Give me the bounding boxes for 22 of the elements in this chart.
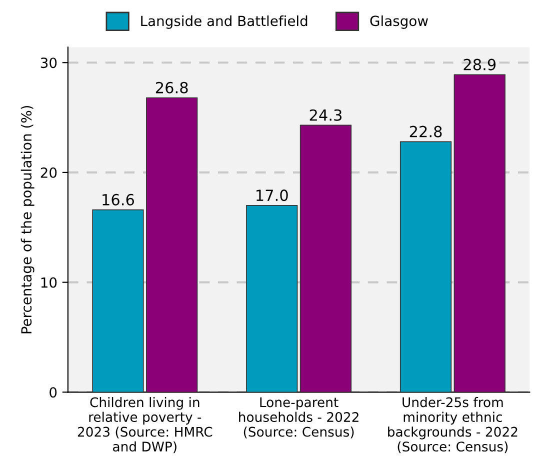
- bar: [146, 97, 198, 392]
- data-label: 16.6: [102, 194, 134, 206]
- legend-label: Glasgow: [370, 15, 428, 29]
- data-label: 17.0: [256, 190, 288, 202]
- y-tick-label: 10: [41, 277, 57, 288]
- data-label: 22.8: [410, 126, 442, 138]
- data-label: 28.9: [464, 58, 496, 70]
- x-tick-label: Under-25s from minority ethnic backgrounds - 2022 (Source: Census): [388, 397, 518, 454]
- data-label: 24.3: [310, 109, 342, 121]
- bar: [400, 141, 452, 392]
- bar: [300, 124, 352, 392]
- y-axis-title: Percentage of the population (%): [20, 106, 34, 334]
- x-tick-label: Children living in relative poverty - 2023 (Source: HMRC and DWP): [78, 397, 212, 454]
- x-tick-label: Lone-parent households - 2022 (Source: Census): [239, 397, 358, 438]
- legend-label: Langside and Battlefield: [141, 15, 308, 29]
- y-tick-label: 30: [40, 58, 57, 68]
- y-tick-label: 20: [40, 167, 57, 178]
- data-label: 26.8: [156, 82, 188, 94]
- bar: [92, 209, 144, 392]
- bar: [246, 204, 298, 392]
- y-tick-label: 0: [50, 387, 57, 398]
- bar: [454, 74, 506, 392]
